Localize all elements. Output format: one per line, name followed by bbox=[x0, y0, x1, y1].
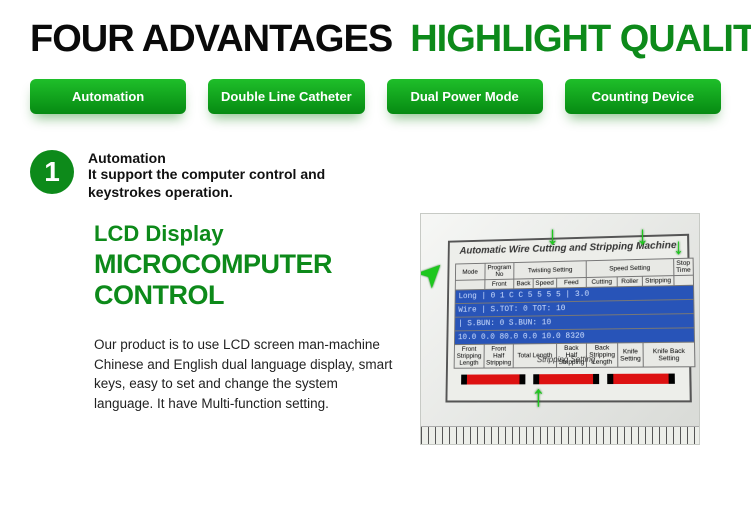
feature-block: 1 Automation It support the computer con… bbox=[30, 150, 721, 201]
headline-left: FOUR ADVANTAGES bbox=[30, 18, 392, 61]
tab-counting[interactable]: Counting Device bbox=[565, 79, 721, 114]
tab-double-line[interactable]: Double Line Catheter bbox=[208, 79, 364, 114]
tab-dual-power[interactable]: Dual Power Mode bbox=[387, 79, 543, 114]
arrow-icon: ↓ bbox=[636, 220, 649, 251]
sub-2: Back bbox=[514, 279, 533, 289]
sub-7: Stripping bbox=[642, 276, 673, 287]
tabs: Automation Double Line Catheter Dual Pow… bbox=[30, 79, 721, 114]
sub-6: Roller bbox=[617, 276, 643, 286]
hdr-stop: Stop Time bbox=[673, 258, 693, 275]
arrow-icon: ↓ bbox=[531, 382, 546, 416]
strip-seg bbox=[607, 374, 675, 385]
stripping-label: Stripping Setting bbox=[448, 354, 689, 365]
feature-head: Automation It support the computer contr… bbox=[88, 150, 388, 201]
strip-seg bbox=[461, 374, 525, 384]
left-column: LCD Display MICROCOMPUTER CONTROL Our pr… bbox=[30, 207, 400, 413]
lcd-heading-1: LCD Display bbox=[94, 221, 400, 247]
feature-title: Automation bbox=[88, 150, 388, 166]
hdr-program: Program No bbox=[485, 263, 515, 280]
arrow-icon: ↓ bbox=[673, 234, 684, 260]
sub-3: Speed bbox=[533, 278, 556, 288]
panel-title: Automatic Wire Cutting and Stripping Mac… bbox=[450, 240, 688, 257]
hdr-speed: Speed Setting bbox=[586, 259, 673, 278]
hdr-mode: Mode bbox=[455, 263, 484, 280]
ruler bbox=[421, 426, 699, 444]
stripping-bar bbox=[461, 374, 675, 385]
sub-8 bbox=[674, 275, 694, 285]
sub-0 bbox=[455, 280, 484, 290]
sub-4: Feed bbox=[556, 278, 586, 288]
headline-right: HIGHLIGHT QUALITY bbox=[410, 18, 751, 61]
hdr-twisting: Twisting Setting bbox=[514, 261, 586, 279]
sub-5: Cutting bbox=[586, 277, 617, 288]
arrow-icon: ↓ bbox=[546, 220, 559, 251]
panel-frame: Automatic Wire Cutting and Stripping Mac… bbox=[445, 234, 691, 403]
tab-automation[interactable]: Automation bbox=[30, 79, 186, 114]
feature-subtitle: It support the computer control and keys… bbox=[88, 166, 388, 201]
headline: FOUR ADVANTAGES HIGHLIGHT QUALITY bbox=[30, 18, 721, 61]
feature-number-badge: 1 bbox=[30, 150, 74, 194]
panel-grid: Mode Program No Twisting Setting Speed S… bbox=[454, 258, 683, 347]
sub-1: Front bbox=[484, 279, 514, 289]
lcd-heading-2: MICROCOMPUTER CONTROL bbox=[94, 249, 400, 311]
body-text: Our product is to use LCD screen man-mac… bbox=[94, 335, 400, 413]
control-panel-image: Automatic Wire Cutting and Stripping Mac… bbox=[420, 213, 700, 445]
